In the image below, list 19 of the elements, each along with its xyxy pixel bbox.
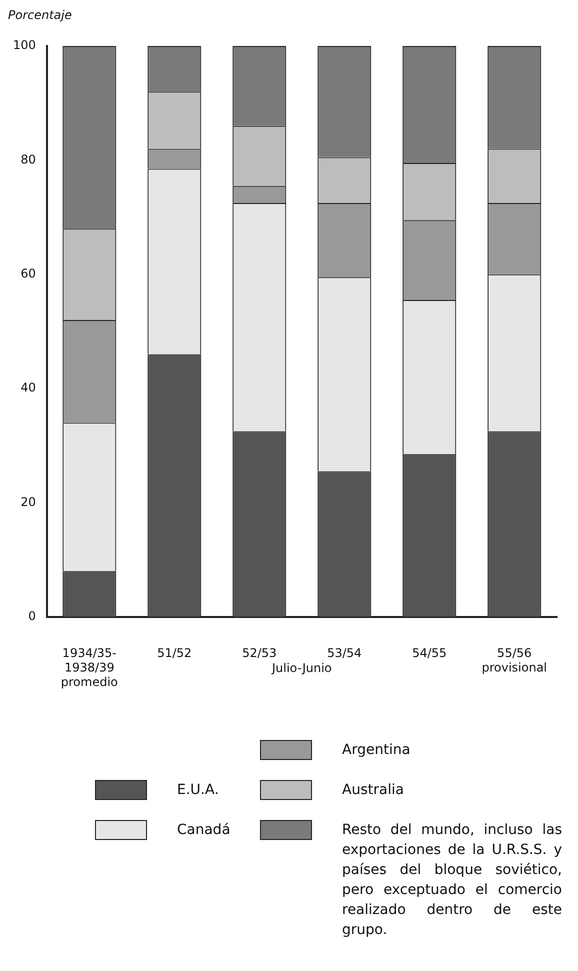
y-tick-label: 60 [20, 266, 36, 280]
legend-label: Resto del mundo, incluso las exportaciones de la U.R.S.S. y países del bloque soviético, pero exceptuado el comercio realizado dentro de este grupo. [342, 821, 562, 940]
y-tick-label: 100 [13, 38, 36, 52]
y-tick-label: 0 [28, 608, 36, 623]
x-tick-label: 52/53 [242, 646, 277, 660]
legend-label: Canadá [177, 821, 232, 840]
x-tick-label: 54/55 [412, 646, 447, 660]
x-tick-label: 51/52 [157, 646, 192, 660]
y-axis-title: Porcentaje [8, 8, 72, 22]
legend-label: Australia [342, 781, 405, 800]
text: Julio-Junio [270, 660, 333, 675]
legend-label: E.U.A. [177, 781, 220, 800]
legend-label: Argentina [342, 741, 412, 760]
y-tick-label: 40 [20, 380, 36, 395]
x-tick-label: 53/54 [327, 646, 362, 660]
y-tick-label: 80 [20, 152, 36, 166]
x-tick-label: 1934/35- 1938/39 promedio [60, 646, 118, 689]
y-tick-label: 20 [20, 494, 36, 509]
x-tick-label: 55/56 provisional [482, 646, 548, 675]
